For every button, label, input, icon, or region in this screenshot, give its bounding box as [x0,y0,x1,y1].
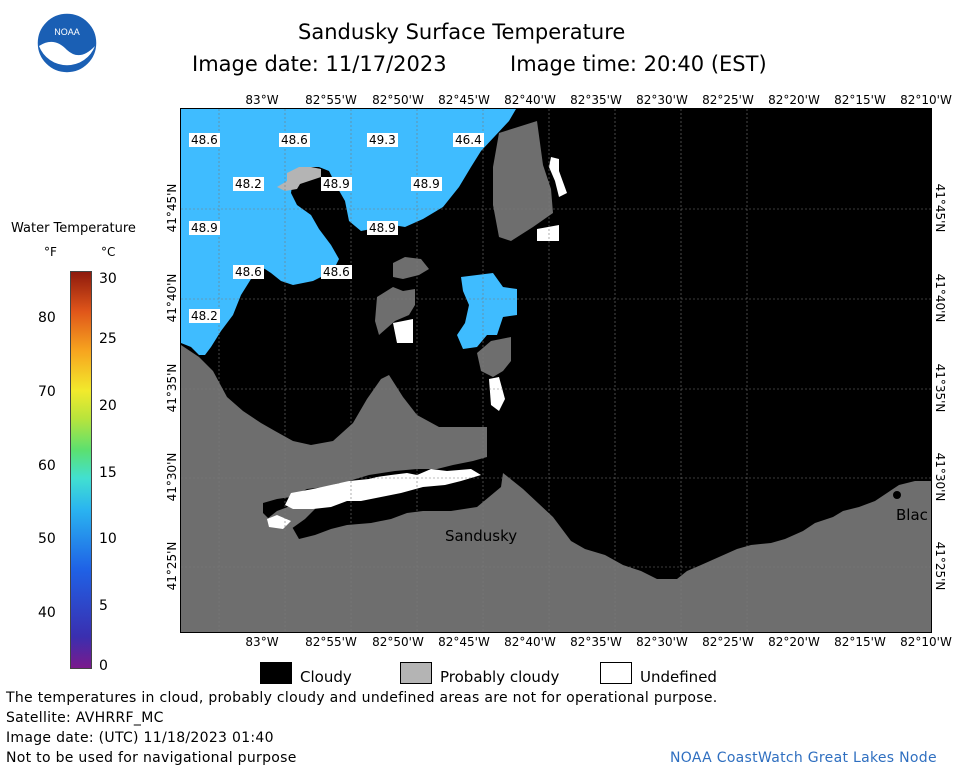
place-label-blac: Blac [896,506,928,524]
colorbar-tick-f: 40 [38,605,56,621]
lon-label-top: 82°15'W [834,93,886,107]
colorbar-unit-c: °C [101,245,116,259]
lon-label-bottom: 82°10'W [900,635,952,649]
colorbar [70,271,92,669]
lon-label-top: 83°W [245,93,279,107]
lon-label-top: 82°50'W [372,93,424,107]
lat-label-right: 41°35'N [933,363,947,413]
lat-label-left: 41°30'N [165,452,179,502]
legend-swatch-probably-cloudy [400,662,432,684]
undefined-area [489,377,505,411]
temperature-label: 48.9 [321,177,352,191]
lat-label-left: 41°25'N [165,541,179,591]
colorbar-unit-f: °F [44,245,57,259]
water-area [181,109,516,355]
disclaimer-text: The temperatures in cloud, probably clou… [6,690,718,706]
undefined-area [549,157,567,197]
island-lightgray [287,167,321,185]
colorbar-title: Water Temperature [11,221,136,236]
lon-label-bottom: 82°40'W [504,635,556,649]
lon-label-bottom: 83°W [245,635,279,649]
lat-label-right: 41°30'N [933,452,947,502]
legend-swatch-cloudy [260,662,292,684]
lon-label-bottom: 82°45'W [438,635,490,649]
logo-text: NOAA [54,27,80,37]
lon-label-bottom: 82°25'W [702,635,754,649]
page-title: Sandusky Surface Temperature [298,20,626,44]
colorbar-tick-c: 30 [99,271,117,287]
credit-text: NOAA CoastWatch Great Lakes Node [670,750,937,766]
colorbar-tick-c: 15 [99,465,117,481]
lat-label-right: 41°25'N [933,541,947,591]
lon-label-bottom: 82°30'W [636,635,688,649]
lon-label-top: 82°45'W [438,93,490,107]
lat-label-right: 41°45'N [933,183,947,233]
colorbar-tick-c: 0 [99,658,108,674]
map-svg: Sandusky Blac [181,109,931,632]
temperature-label: 48.9 [411,177,442,191]
utc-date-text: Image date: (UTC) 11/18/2023 01:40 [6,730,274,746]
temperature-label: 48.6 [321,265,352,279]
colorbar-tick-f: 60 [38,458,56,474]
lon-label-bottom: 82°35'W [570,635,622,649]
temperature-label: 48.2 [189,309,220,323]
lat-label-left: 41°45'N [165,183,179,233]
lon-label-bottom: 82°55'W [305,635,357,649]
undefined-area [537,225,559,241]
temperature-label: 48.6 [233,265,264,279]
satellite-text: Satellite: AVHRRF_MC [6,710,164,726]
colorbar-tick-f: 80 [38,310,56,326]
lat-label-right: 41°40'N [933,273,947,323]
lat-label-left: 41°35'N [165,363,179,413]
lon-label-top: 82°10'W [900,93,952,107]
grid-lines [181,109,931,632]
lon-label-top: 82°25'W [702,93,754,107]
undefined-area [393,319,413,343]
colorbar-tick-c: 20 [99,398,117,414]
colorbar-tick-f: 70 [38,384,56,400]
temperature-label: 48.9 [367,221,398,235]
place-label-sandusky: Sandusky [445,527,517,545]
temperature-label: 49.3 [367,133,398,147]
temperature-label: 46.4 [453,133,484,147]
lon-label-top: 82°30'W [636,93,688,107]
lon-label-top: 82°55'W [305,93,357,107]
noaa-logo: NOAA [36,12,98,74]
image-date: Image date: 11/17/2023 [192,52,447,76]
legend-swatch-undefined [600,662,632,684]
temperature-label: 48.6 [279,133,310,147]
map-frame: Sandusky Blac 48.6 48.6 49.3 46.4 48.2 48.9 48… [180,108,932,633]
island-gray [477,337,511,377]
colorbar-tick-f: 50 [38,531,56,547]
temperature-label: 48.9 [189,221,220,235]
temperature-label: 48.6 [189,133,220,147]
island-gray [493,121,553,241]
colorbar-tick-c: 10 [99,531,117,547]
lon-label-top: 82°40'W [504,93,556,107]
legend-label-cloudy: Cloudy [300,668,352,686]
place-marker-blac [893,491,901,499]
lon-label-top: 82°20'W [768,93,820,107]
water-patch [457,273,517,349]
undefined-area [285,469,481,509]
legend-label-probably-cloudy: Probably cloudy [440,668,560,686]
lon-label-bottom: 82°50'W [372,635,424,649]
lon-label-top: 82°35'W [570,93,622,107]
temperature-label: 48.2 [233,177,264,191]
lon-label-bottom: 82°20'W [768,635,820,649]
land-area [181,345,931,632]
island-gray [393,257,429,279]
colorbar-tick-c: 5 [99,598,108,614]
image-time: Image time: 20:40 (EST) [510,52,767,76]
lon-label-bottom: 82°15'W [834,635,886,649]
nav-warning-text: Not to be used for navigational purpose [6,750,297,766]
legend-label-undefined: Undefined [640,668,717,686]
colorbar-tick-c: 25 [99,331,117,347]
lat-label-left: 41°40'N [165,273,179,323]
